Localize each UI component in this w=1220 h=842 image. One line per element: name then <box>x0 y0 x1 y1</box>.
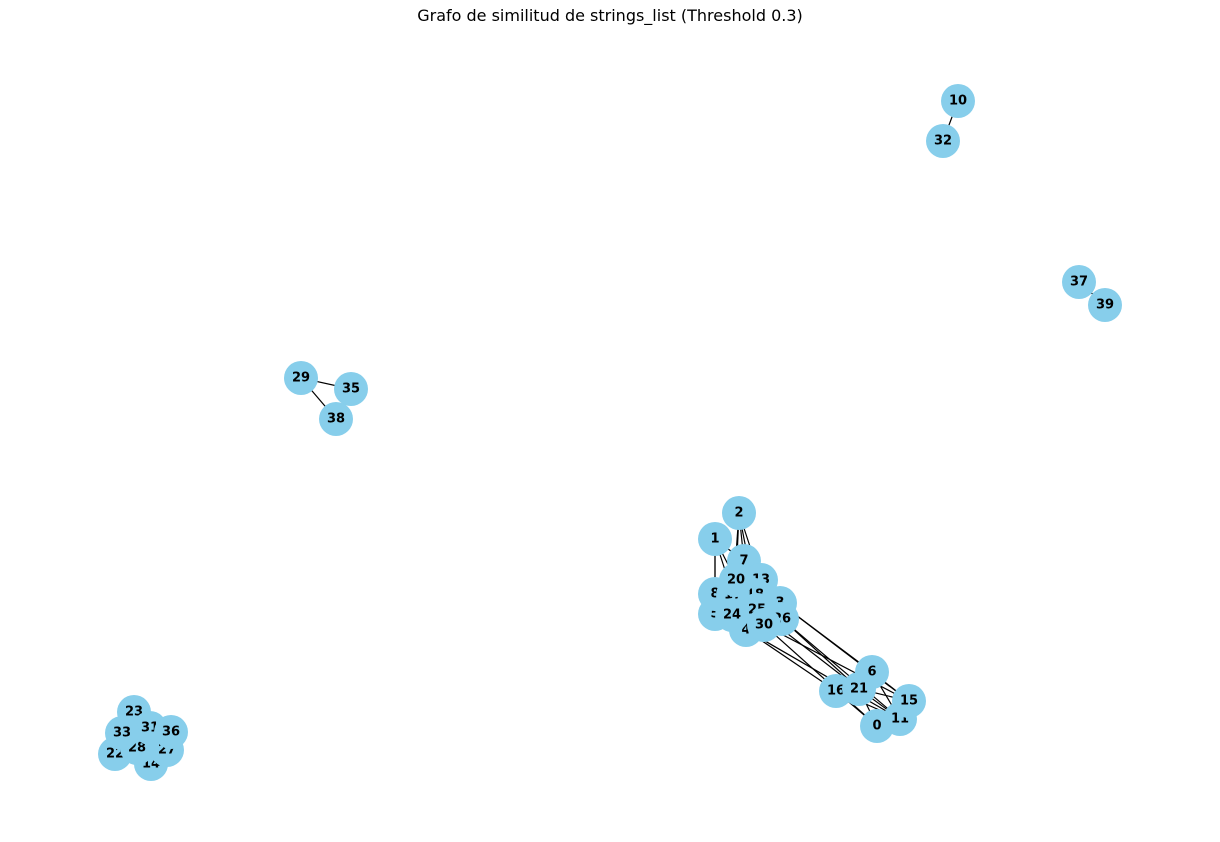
node-39: 39 <box>1088 288 1122 322</box>
node-circle <box>1088 288 1122 322</box>
node-label: 22 <box>106 747 124 762</box>
node-circle <box>284 361 318 395</box>
node-label: 21 <box>850 682 868 697</box>
node-circle <box>719 563 753 597</box>
node-circle <box>319 402 353 436</box>
node-label: 36 <box>162 725 180 740</box>
node-label: 15 <box>900 694 918 709</box>
node-label: 38 <box>327 412 345 427</box>
node-36: 36 <box>154 715 188 749</box>
node-circle <box>941 84 975 118</box>
node-label: 16 <box>827 684 845 699</box>
node-circle <box>698 522 732 556</box>
node-label: 10 <box>949 94 967 109</box>
node-circle <box>892 684 926 718</box>
node-circle <box>334 372 368 406</box>
node-label: 33 <box>113 726 131 741</box>
node-15: 15 <box>892 684 926 718</box>
node-label: 6 <box>867 665 876 680</box>
node-label: 20 <box>727 573 745 588</box>
node-35: 35 <box>334 372 368 406</box>
node-label: 24 <box>723 608 741 623</box>
node-label: 32 <box>934 134 952 149</box>
edge-4-11 <box>745 629 901 720</box>
node-label: 8 <box>710 587 719 602</box>
node-circle <box>1062 265 1096 299</box>
node-circle <box>747 608 781 642</box>
node-circle <box>926 124 960 158</box>
node-label: 2 <box>734 506 743 521</box>
node-label: 0 <box>872 719 881 734</box>
node-label: 4 <box>741 623 750 638</box>
node-37: 37 <box>1062 265 1096 299</box>
node-label: 35 <box>342 382 360 397</box>
node-1: 1 <box>698 522 732 556</box>
node-21: 21 <box>842 672 876 706</box>
node-label: 39 <box>1096 298 1114 313</box>
node-circle <box>722 496 756 530</box>
node-label: 37 <box>1070 275 1088 290</box>
node-32: 32 <box>926 124 960 158</box>
node-2: 2 <box>722 496 756 530</box>
node-10: 10 <box>941 84 975 118</box>
node-33: 33 <box>105 716 139 750</box>
node-label: 29 <box>292 371 310 386</box>
node-label: 7 <box>739 554 748 569</box>
node-38: 38 <box>319 402 353 436</box>
edge-30-15 <box>763 624 910 702</box>
node-29: 29 <box>284 361 318 395</box>
node-label: 30 <box>755 618 773 633</box>
node-circle <box>105 716 139 750</box>
graph-title: Grafo de similitud de strings_list (Thre… <box>417 6 803 25</box>
node-circle <box>842 672 876 706</box>
edge-26-11 <box>781 618 901 720</box>
node-30: 30 <box>747 608 781 642</box>
node-label: 1 <box>710 532 719 547</box>
node-20: 20 <box>719 563 753 597</box>
node-label: 5 <box>710 607 719 622</box>
node-circle <box>154 715 188 749</box>
